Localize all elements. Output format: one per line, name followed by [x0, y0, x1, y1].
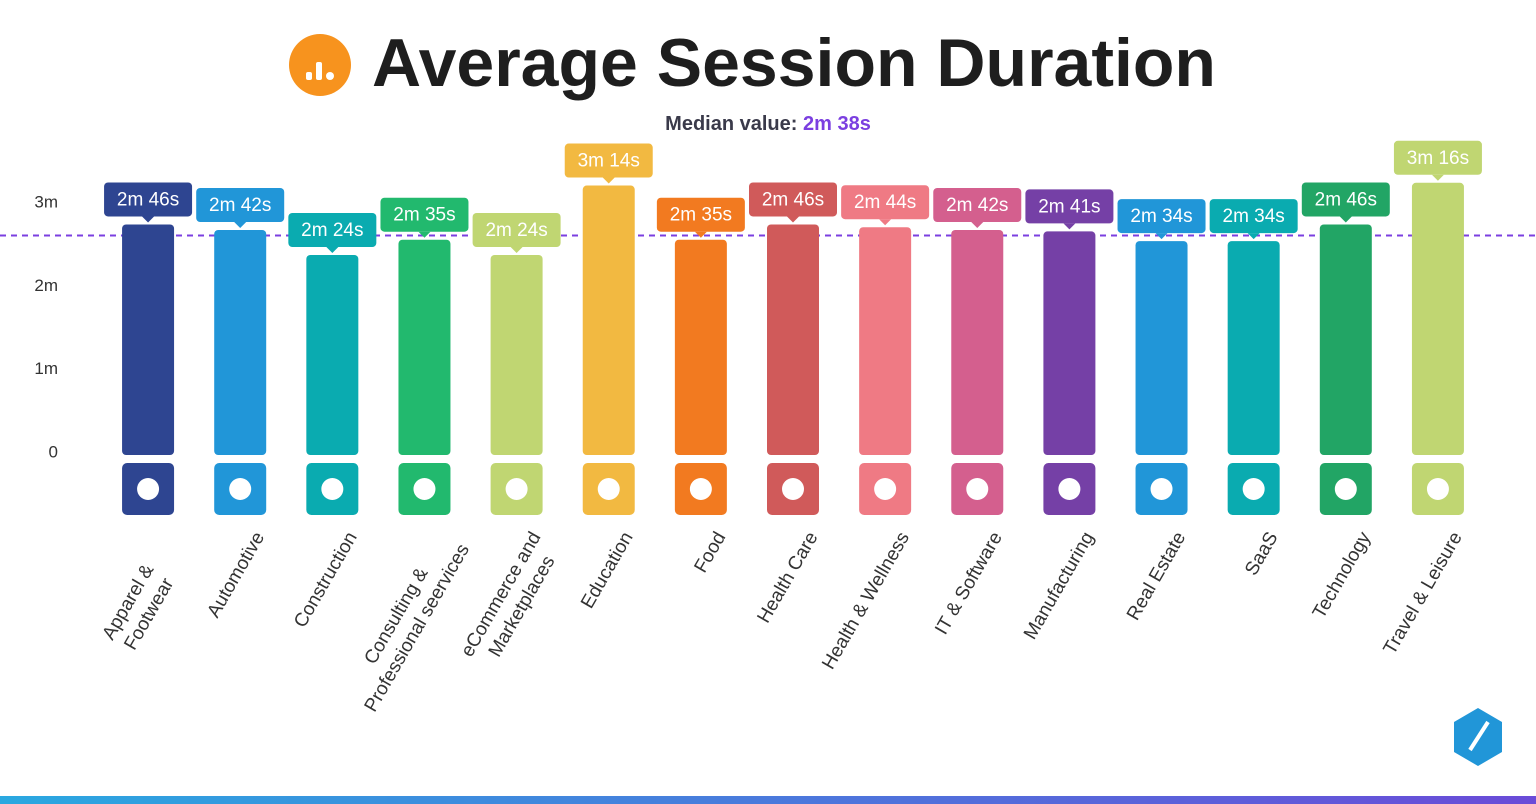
- bottom-stripe: [0, 796, 1536, 804]
- bar: [767, 224, 819, 455]
- title-icon: [326, 72, 334, 80]
- value-label-box: [841, 185, 930, 220]
- median-label: Median value:: [665, 113, 798, 135]
- bar: [951, 230, 1004, 455]
- y-tick-label: 0: [49, 442, 58, 461]
- bar: [214, 230, 267, 455]
- value-label: 2m 35s: [393, 205, 455, 226]
- title-icon: [316, 62, 322, 80]
- category-icon-glyph: [1242, 478, 1265, 500]
- value-label: 2m 34s: [1130, 206, 1192, 227]
- category-icon-glyph: [229, 478, 252, 500]
- category-icon-glyph: [966, 478, 989, 500]
- category-icon-glyph: [874, 478, 897, 500]
- value-label-pointer: [1063, 223, 1076, 230]
- value-label-box: [656, 197, 745, 232]
- bar: [490, 255, 543, 455]
- value-label-pointer: [510, 247, 523, 253]
- value-label-box: [196, 188, 285, 222]
- value-label-pointer: [1339, 216, 1352, 223]
- category-icon-glyph: [321, 478, 344, 500]
- category-icon-glyph: [505, 478, 528, 500]
- bar: [122, 224, 175, 455]
- value-label: 2m 34s: [1223, 206, 1285, 227]
- value-label-pointer: [1431, 174, 1444, 181]
- logo: [1468, 720, 1490, 752]
- category-icon-glyph: [1426, 478, 1449, 500]
- y-tick-label: 3m: [34, 192, 58, 211]
- value-label-pointer: [694, 231, 707, 238]
- value-label-pointer: [326, 247, 339, 253]
- value-label-box: [380, 197, 469, 232]
- bar: [1043, 231, 1096, 455]
- value-label: 2m 46s: [762, 189, 824, 210]
- value-label-pointer: [142, 216, 155, 223]
- bar: [859, 227, 912, 455]
- value-label: 2m 24s: [485, 220, 547, 241]
- y-tick-label: 2m: [34, 276, 58, 295]
- bar: [674, 239, 727, 455]
- value-label-pointer: [879, 219, 892, 226]
- value-label-box: [472, 213, 561, 247]
- category-icon-glyph: [413, 478, 436, 500]
- value-label: 2m 44s: [854, 192, 916, 213]
- value-label: 2m 42s: [209, 195, 271, 216]
- bar: [1227, 241, 1280, 455]
- value-label-box: [1025, 189, 1114, 224]
- value-label-box: [1393, 140, 1482, 175]
- value-label-pointer: [234, 222, 247, 228]
- value-label-box: [749, 182, 837, 217]
- value-label-pointer: [971, 222, 984, 228]
- value-label: 2m 35s: [670, 205, 732, 226]
- title-icon: [306, 72, 312, 80]
- value-label-pointer: [787, 216, 799, 223]
- value-label-box: [1117, 199, 1206, 234]
- category-icon-glyph: [1058, 478, 1081, 500]
- value-label: 3m 16s: [1407, 148, 1469, 169]
- y-tick-label: 1m: [34, 359, 58, 378]
- category-icon-glyph: [782, 478, 804, 500]
- value-label: 2m 24s: [301, 220, 363, 241]
- value-label-pointer: [418, 231, 431, 238]
- category-icon-glyph: [689, 478, 712, 500]
- value-label-box: [288, 213, 377, 247]
- value-label-pointer: [1247, 233, 1260, 240]
- category-icon-glyph: [597, 478, 620, 500]
- bar: [1319, 224, 1372, 455]
- category-icon-glyph: [137, 478, 160, 500]
- value-label-pointer: [602, 177, 615, 184]
- bar: [398, 239, 451, 455]
- subtitle: Median value: 2m 38s: [0, 113, 1536, 136]
- value-label-box: [1209, 199, 1298, 234]
- value-label-box: [564, 143, 653, 178]
- bar: [1411, 182, 1464, 455]
- value-label: 3m 14s: [578, 151, 640, 172]
- value-label-box: [1301, 182, 1390, 217]
- value-label: 2m 41s: [1038, 196, 1100, 217]
- chart-title: Average Session Duration: [372, 25, 1216, 101]
- category-icon-glyph: [1150, 478, 1173, 500]
- bar: [1135, 241, 1188, 455]
- value-label-pointer: [1155, 233, 1168, 240]
- category-icon-glyph: [1334, 478, 1357, 500]
- bar: [306, 255, 359, 455]
- bar: [582, 185, 635, 455]
- value-label: 2m 46s: [117, 189, 179, 210]
- value-label-box: [104, 182, 193, 217]
- value-label: 2m 42s: [946, 195, 1008, 216]
- median-value: 2m 38s: [802, 113, 871, 135]
- value-label: 2m 46s: [1315, 189, 1377, 210]
- value-label-box: [933, 188, 1022, 222]
